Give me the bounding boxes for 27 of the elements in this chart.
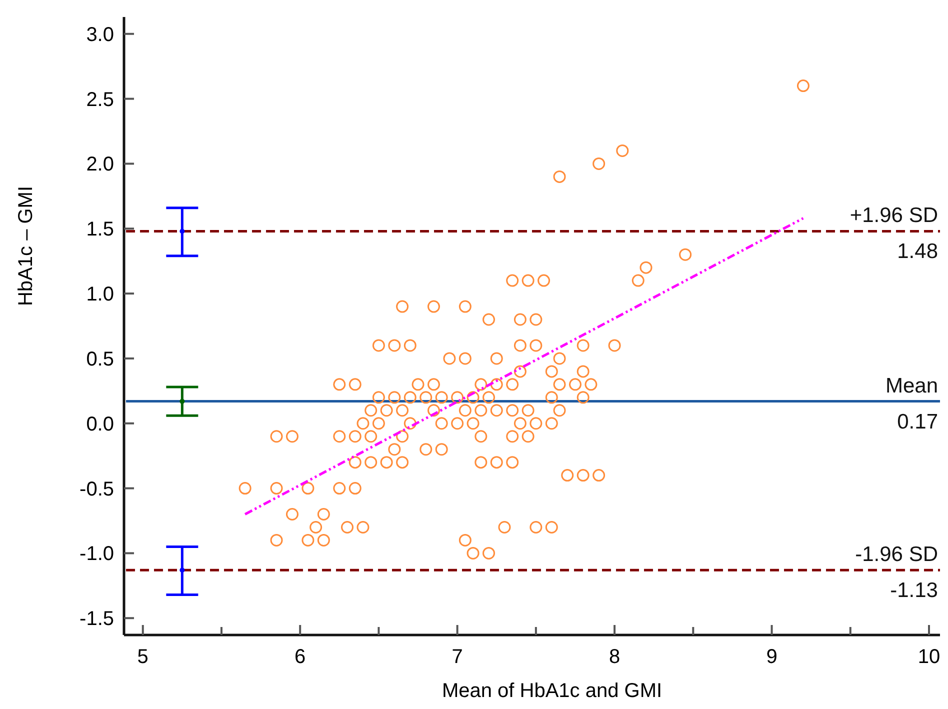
x-tick-label: 5 bbox=[137, 646, 148, 668]
y-tick-label: -1.5 bbox=[80, 608, 114, 630]
point bbox=[180, 228, 185, 234]
x-tick-label: 6 bbox=[294, 646, 306, 668]
x-tick-label: 7 bbox=[452, 646, 463, 668]
ref-line-label: Mean bbox=[885, 374, 938, 398]
annotation: 0.17 bbox=[897, 410, 938, 434]
y-tick-label: 2.0 bbox=[86, 154, 114, 176]
y-axis-title: HbA1c – GMI bbox=[15, 186, 37, 306]
y-tick-label: 0.5 bbox=[86, 348, 114, 370]
y-tick-label: 2.5 bbox=[86, 88, 114, 111]
point bbox=[180, 398, 185, 404]
x-tick-label: 10 bbox=[918, 646, 940, 668]
y-tick-label: -1.0 bbox=[80, 543, 114, 566]
annotation: -1.13 bbox=[890, 579, 938, 602]
x-tick-label: 9 bbox=[766, 646, 778, 668]
ref-line-label: +1.96 SD bbox=[850, 204, 938, 228]
y-tick-label: 1.0 bbox=[86, 284, 114, 306]
y-tick-label: 1.5 bbox=[86, 218, 114, 241]
x-axis-title: Mean of HbA1c and GMI bbox=[442, 680, 662, 702]
x-tick-label: 8 bbox=[608, 646, 620, 668]
y-tick-label: 0.0 bbox=[86, 413, 114, 436]
ref-line-label: -1.96 SD bbox=[855, 543, 938, 566]
annotation: 1.48 bbox=[897, 240, 938, 264]
point bbox=[180, 568, 185, 573]
y-tick-label: -0.5 bbox=[80, 478, 114, 500]
y-tick-label: 3.0 bbox=[86, 24, 114, 46]
